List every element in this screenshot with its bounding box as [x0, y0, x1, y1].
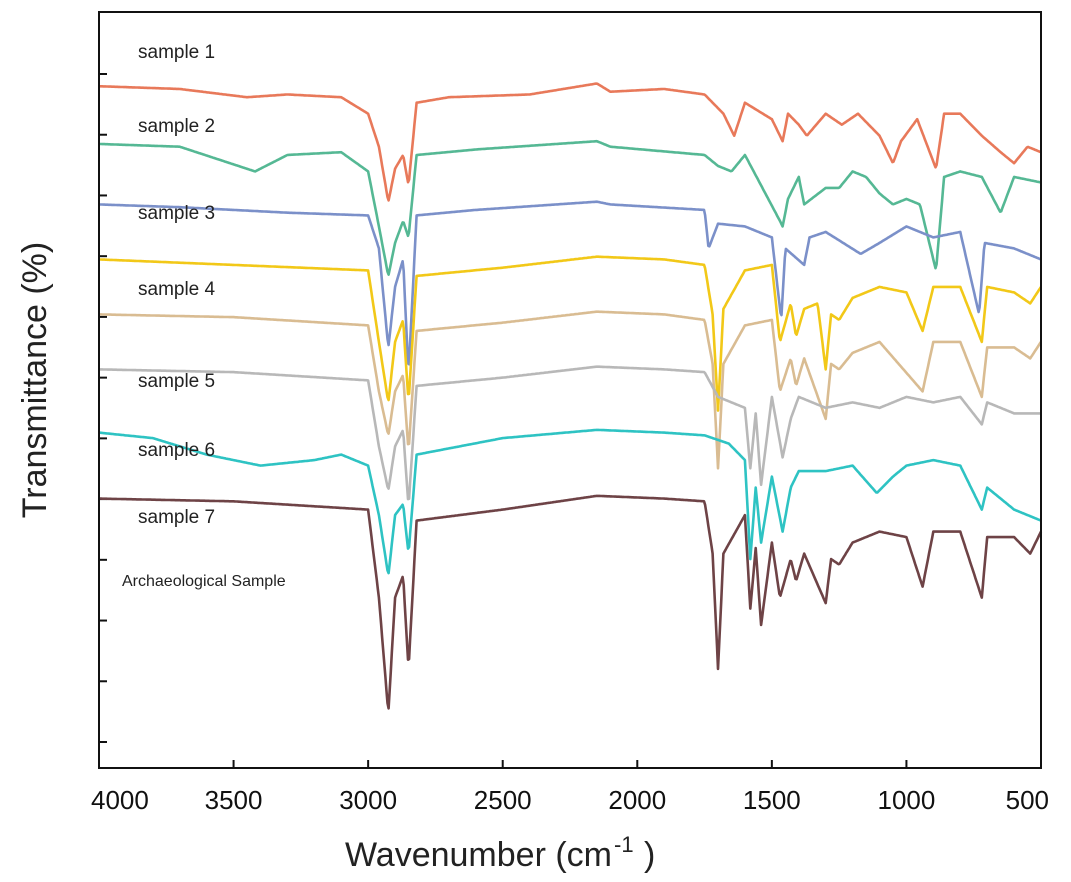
series-line	[98, 139, 1042, 276]
plot-frame	[98, 11, 1042, 769]
series-label: sample 4	[138, 279, 216, 300]
x-tick-label: 3000	[339, 785, 397, 815]
series-label: sample 3	[138, 203, 215, 224]
series-label: sample 1	[138, 42, 215, 63]
series-line	[98, 428, 1042, 575]
series-line	[98, 365, 1042, 501]
x-tick-label: 2000	[608, 785, 666, 815]
series-line	[98, 494, 1043, 710]
x-tick-label: 1500	[743, 785, 801, 815]
series-label: Archaeological Sample	[122, 573, 286, 590]
x-axis-title: Wavenumber (cm	[345, 836, 612, 874]
x-tick-label: 500	[1006, 785, 1049, 815]
series-label: sample 7	[138, 507, 215, 528]
x-tick-label: 3500	[205, 785, 263, 815]
x-axis-title-superscript: -1	[614, 832, 634, 857]
series-label: sample 5	[138, 371, 215, 392]
series-line	[98, 200, 1042, 366]
x-axis-title-close: )	[644, 836, 655, 874]
series-line	[98, 310, 1043, 470]
series-line	[98, 255, 1043, 412]
x-tick-label: 4000	[91, 785, 149, 815]
series-label: sample 2	[138, 116, 215, 137]
series-label: sample 6	[138, 440, 215, 461]
series-line	[98, 82, 1042, 202]
x-tick-label: 2500	[474, 785, 532, 815]
y-axis-title: Transmittance (%)	[16, 242, 54, 518]
x-tick-label: 1000	[878, 785, 936, 815]
